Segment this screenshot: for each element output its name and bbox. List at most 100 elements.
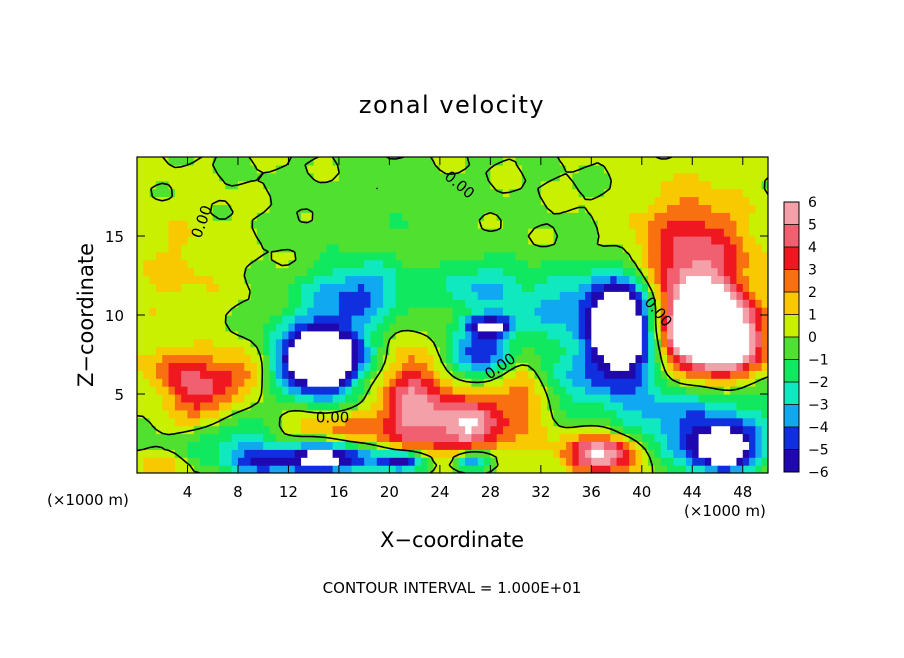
field-cell [345,291,353,300]
field-cell [528,164,536,174]
field-cell [256,346,264,356]
field-cell [515,259,523,269]
field-cell [528,354,536,363]
field-cell [730,409,738,419]
field-cell [301,172,308,182]
field-cell [717,315,725,324]
field-cell [603,330,611,340]
field-cell [168,338,176,348]
field-cell [168,449,176,458]
field-cell [389,212,397,221]
field-cell [307,449,315,458]
field-cell [181,164,189,174]
field-cell [704,409,712,419]
field-cell [420,465,428,473]
field-cell [338,386,346,395]
field-cell [326,291,334,300]
field-cell [730,164,738,174]
field-cell [566,346,573,356]
field-cell [635,307,643,316]
field-cell [679,441,687,450]
field-cell [692,465,700,473]
field-cell [635,433,643,442]
field-cell [730,330,738,340]
field-cell [338,441,346,450]
field-cell [528,259,536,269]
field-cell [679,417,687,427]
field-cell [294,449,302,458]
field-cell [187,465,195,473]
field-cell [755,291,763,300]
field-cell [414,394,422,403]
field-cell [679,457,687,466]
field-cell [698,425,706,435]
field-cell [439,354,447,363]
field-cell [174,259,182,269]
field-cell [326,330,334,340]
field-cell [654,465,662,473]
field-cell [648,164,656,174]
field-cell [433,251,441,261]
field-cell [610,330,618,340]
field-cell [477,394,485,403]
field-cell [622,346,630,356]
field-cell [742,322,750,332]
field-cell [578,275,586,284]
field-cell [496,275,504,284]
field-cell [357,188,365,198]
field-cell [181,330,189,340]
field-cell [143,465,151,473]
field-cell [427,299,435,308]
field-cell [427,157,435,166]
field-cell [408,457,416,466]
field-cell [736,338,744,348]
field-cell [597,157,605,166]
field-cell [345,283,353,292]
field-cell [749,354,756,363]
field-cell [622,291,630,300]
field-cell [629,449,637,458]
field-cell [402,243,409,253]
field-cell [345,425,353,435]
field-cell [610,204,618,213]
field-cell [446,433,454,442]
field-cell [263,267,271,277]
field-cell [660,180,668,190]
field-cell [641,433,649,442]
field-cell [193,228,201,237]
field-cell [212,204,220,213]
field-cell [730,236,738,245]
field-cell [641,465,649,473]
field-cell [301,291,308,300]
field-cell [597,441,605,450]
field-cell [269,457,277,466]
field-cell [250,315,258,324]
field-cell [471,417,479,427]
field-cell [408,228,416,237]
field-cell [521,212,529,221]
field-cell [641,315,649,324]
field-cell [597,275,605,284]
field-cell [471,172,479,182]
field-cell [332,417,340,427]
field-cell [610,267,618,277]
field-cell [723,370,731,379]
field-cell [364,259,372,269]
field-cell [742,212,750,221]
field-cell [439,172,447,182]
field-cell [540,362,548,371]
field-cell [553,157,561,166]
field-cell [717,370,725,379]
field-cell [288,394,296,403]
field-cell [698,188,706,198]
field-cell [540,251,548,261]
field-cell [452,164,460,174]
field-cell [673,220,681,229]
field-cell [761,157,768,166]
field-cell [711,409,719,419]
field-cell [622,465,630,473]
field-cell [629,425,637,435]
field-cell [458,196,466,205]
field-cell [635,236,643,245]
field-cell [736,449,744,458]
